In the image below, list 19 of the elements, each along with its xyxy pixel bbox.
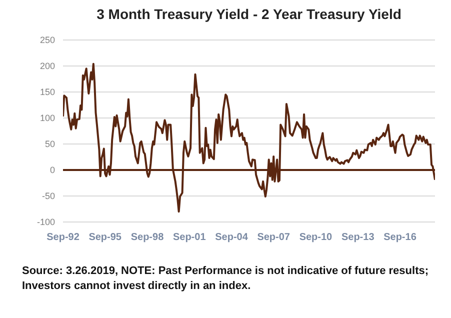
x-tick-label: Sep-01 [172, 232, 206, 243]
source-note: Source: 3.26.2019, NOTE: Past Performance is not indicative of future results; Investors cannot invest directly in an index. [22, 264, 430, 294]
x-tick-label: Sep-07 [257, 232, 290, 243]
y-tick-label: 100 [40, 113, 55, 123]
x-tick-label: Sep-10 [299, 232, 333, 243]
x-tick-label: Sep-04 [215, 232, 248, 243]
x-tick-label: Sep-92 [46, 232, 80, 243]
y-tick-label: 0 [50, 165, 55, 175]
y-tick-label: -50 [42, 191, 55, 201]
y-tick-label: 50 [44, 139, 55, 149]
chart-title: 3 Month Treasury Yield - 2 Year Treasury Yield [96, 6, 402, 22]
x-tick-label: Sep-98 [130, 232, 164, 243]
x-tick-label: Sep-95 [88, 232, 122, 243]
x-tick-label: Sep-13 [341, 232, 375, 243]
y-tick-label: -100 [36, 217, 55, 227]
y-tick-label: 150 [40, 87, 55, 97]
y-tick-label: 200 [40, 61, 55, 71]
x-tick-label: Sep-16 [384, 232, 417, 243]
y-tick-label: 250 [40, 35, 55, 45]
